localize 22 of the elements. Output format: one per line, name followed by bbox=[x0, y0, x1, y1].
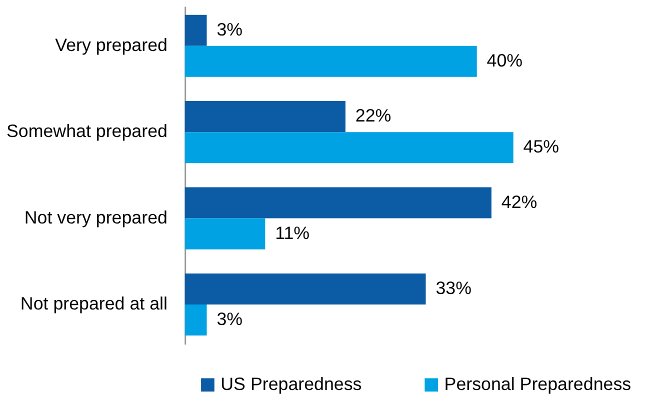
y-tick-label: Not very prepared bbox=[24, 207, 168, 228]
legend-label: Personal Preparedness bbox=[444, 374, 632, 394]
data-label: 11% bbox=[275, 222, 310, 243]
bar bbox=[184, 46, 477, 77]
data-label: 22% bbox=[355, 106, 392, 126]
data-label: 40% bbox=[486, 50, 523, 70]
data-label: 3% bbox=[216, 308, 243, 329]
data-label: 42% bbox=[501, 192, 538, 212]
bar bbox=[184, 101, 346, 132]
data-label: 33% bbox=[436, 278, 472, 298]
bar bbox=[184, 273, 426, 305]
y-tick-label: Not prepared at all bbox=[20, 293, 168, 314]
bar bbox=[184, 187, 492, 218]
data-label: 3% bbox=[216, 19, 243, 40]
bar bbox=[184, 132, 514, 164]
bar bbox=[184, 304, 207, 336]
y-tick-label: Very prepared bbox=[55, 34, 168, 55]
bar bbox=[184, 218, 266, 250]
bar bbox=[184, 14, 207, 46]
y-tick-label: Somewhat prepared bbox=[6, 121, 168, 142]
legend-label: US Preparedness bbox=[220, 374, 362, 394]
data-label: 45% bbox=[523, 136, 560, 157]
